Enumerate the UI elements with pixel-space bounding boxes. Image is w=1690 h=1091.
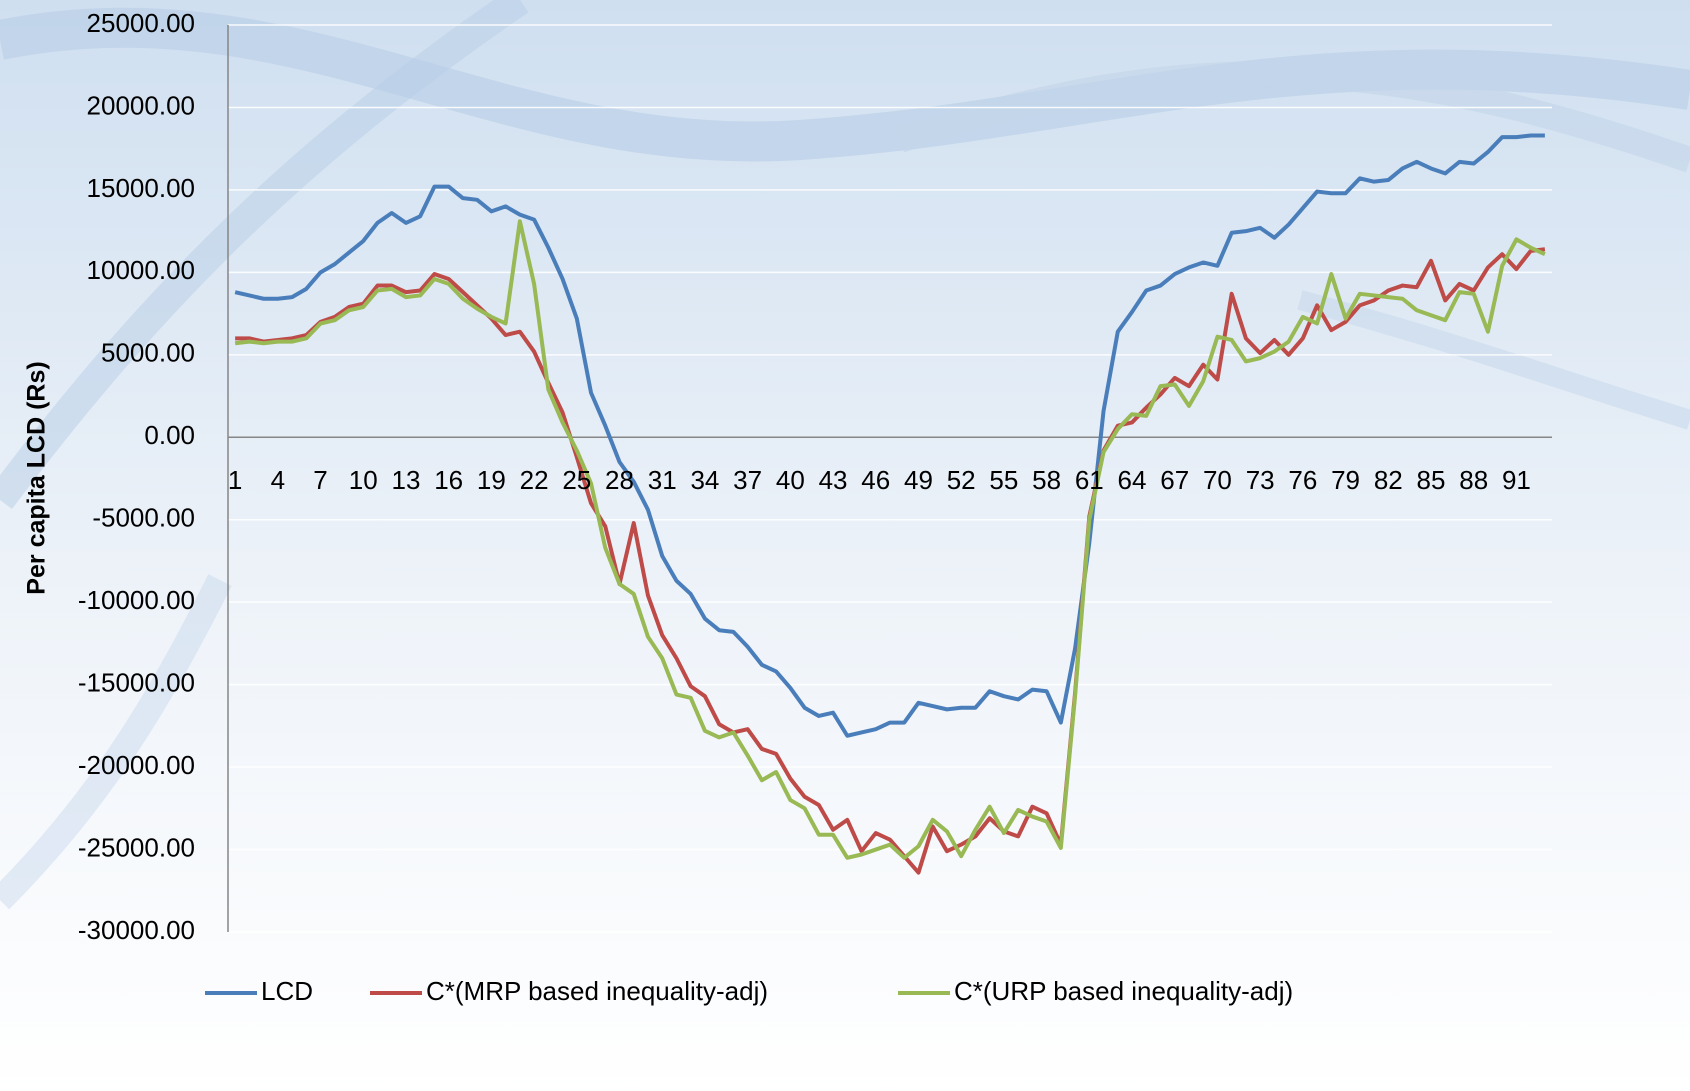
legend-label: C*(MRP based inequality-adj) [426,976,768,1006]
y-tick-label: -25000.00 [78,832,195,862]
y-tick-label: -20000.00 [78,750,195,780]
x-tick-label: 85 [1417,465,1446,495]
x-tick-label: 1 [228,465,242,495]
y-axis-label: Per capita LCD (Rs) [23,361,51,594]
x-tick-label: 46 [861,465,890,495]
y-tick-label: -10000.00 [78,585,195,615]
decor-swoosh [895,61,1690,173]
x-tick-label: 10 [349,465,378,495]
x-tick-label: 37 [733,465,762,495]
y-tick-label: 10000.00 [87,255,195,285]
y-tick-label: 25000.00 [87,8,195,38]
x-tick-label: 61 [1075,465,1104,495]
x-tick-label: 19 [477,465,506,495]
x-tick-label: 70 [1203,465,1232,495]
x-tick-label: 31 [648,465,677,495]
x-tick-label: 22 [520,465,549,495]
y-tick-label: 5000.00 [101,338,195,368]
decor-swoosh [0,0,529,510]
y-tick-label: 15000.00 [87,173,195,203]
labels: -30000.00 -25000.00 -20000.00 -15000.00 -100… [78,8,1531,945]
x-tick-label: 76 [1288,465,1317,495]
x-tick-label: 64 [1118,465,1147,495]
x-tick-label: 49 [904,465,933,495]
x-tick-label: 91 [1502,465,1531,495]
decor-swoosh [1297,290,1690,430]
axes [227,25,1552,932]
x-tick-label: 88 [1459,465,1488,495]
x-tick-label: 73 [1246,465,1275,495]
x-tick-label: 4 [271,465,285,495]
x-tick-label: 55 [989,465,1018,495]
y-tick-label: -5000.00 [92,503,195,533]
legend-label: C*(URP based inequality-adj) [954,976,1293,1006]
y-tick-label: 0.00 [144,420,195,450]
decor-swoosh [0,574,232,910]
x-tick-label: 67 [1160,465,1189,495]
x-tick-label: 7 [313,465,327,495]
y-tick-label: -30000.00 [78,915,195,945]
x-tick-label: 34 [690,465,719,495]
series-lines [234,133,1546,875]
x-tick-label: 82 [1374,465,1403,495]
x-tick-label: 16 [434,465,463,495]
y-tick-label: -15000.00 [78,668,195,698]
x-tick-label: 79 [1331,465,1360,495]
legend-label: LCD [261,976,313,1006]
x-tick-label: 40 [776,465,805,495]
x-tick-label: 43 [819,465,848,495]
series-line [234,133,1545,738]
y-tick-label: 20000.00 [87,90,195,120]
x-tick-label: 52 [947,465,976,495]
x-tick-label: 28 [605,465,634,495]
legend: LCD C*(MRP based inequality-adj) C*(URP ba… [205,976,1293,1006]
x-tick-label: 25 [562,465,591,495]
series-line [235,247,1546,875]
x-tick-label: 13 [391,465,420,495]
x-tick-label: 58 [1032,465,1061,495]
series-line [234,219,1546,860]
